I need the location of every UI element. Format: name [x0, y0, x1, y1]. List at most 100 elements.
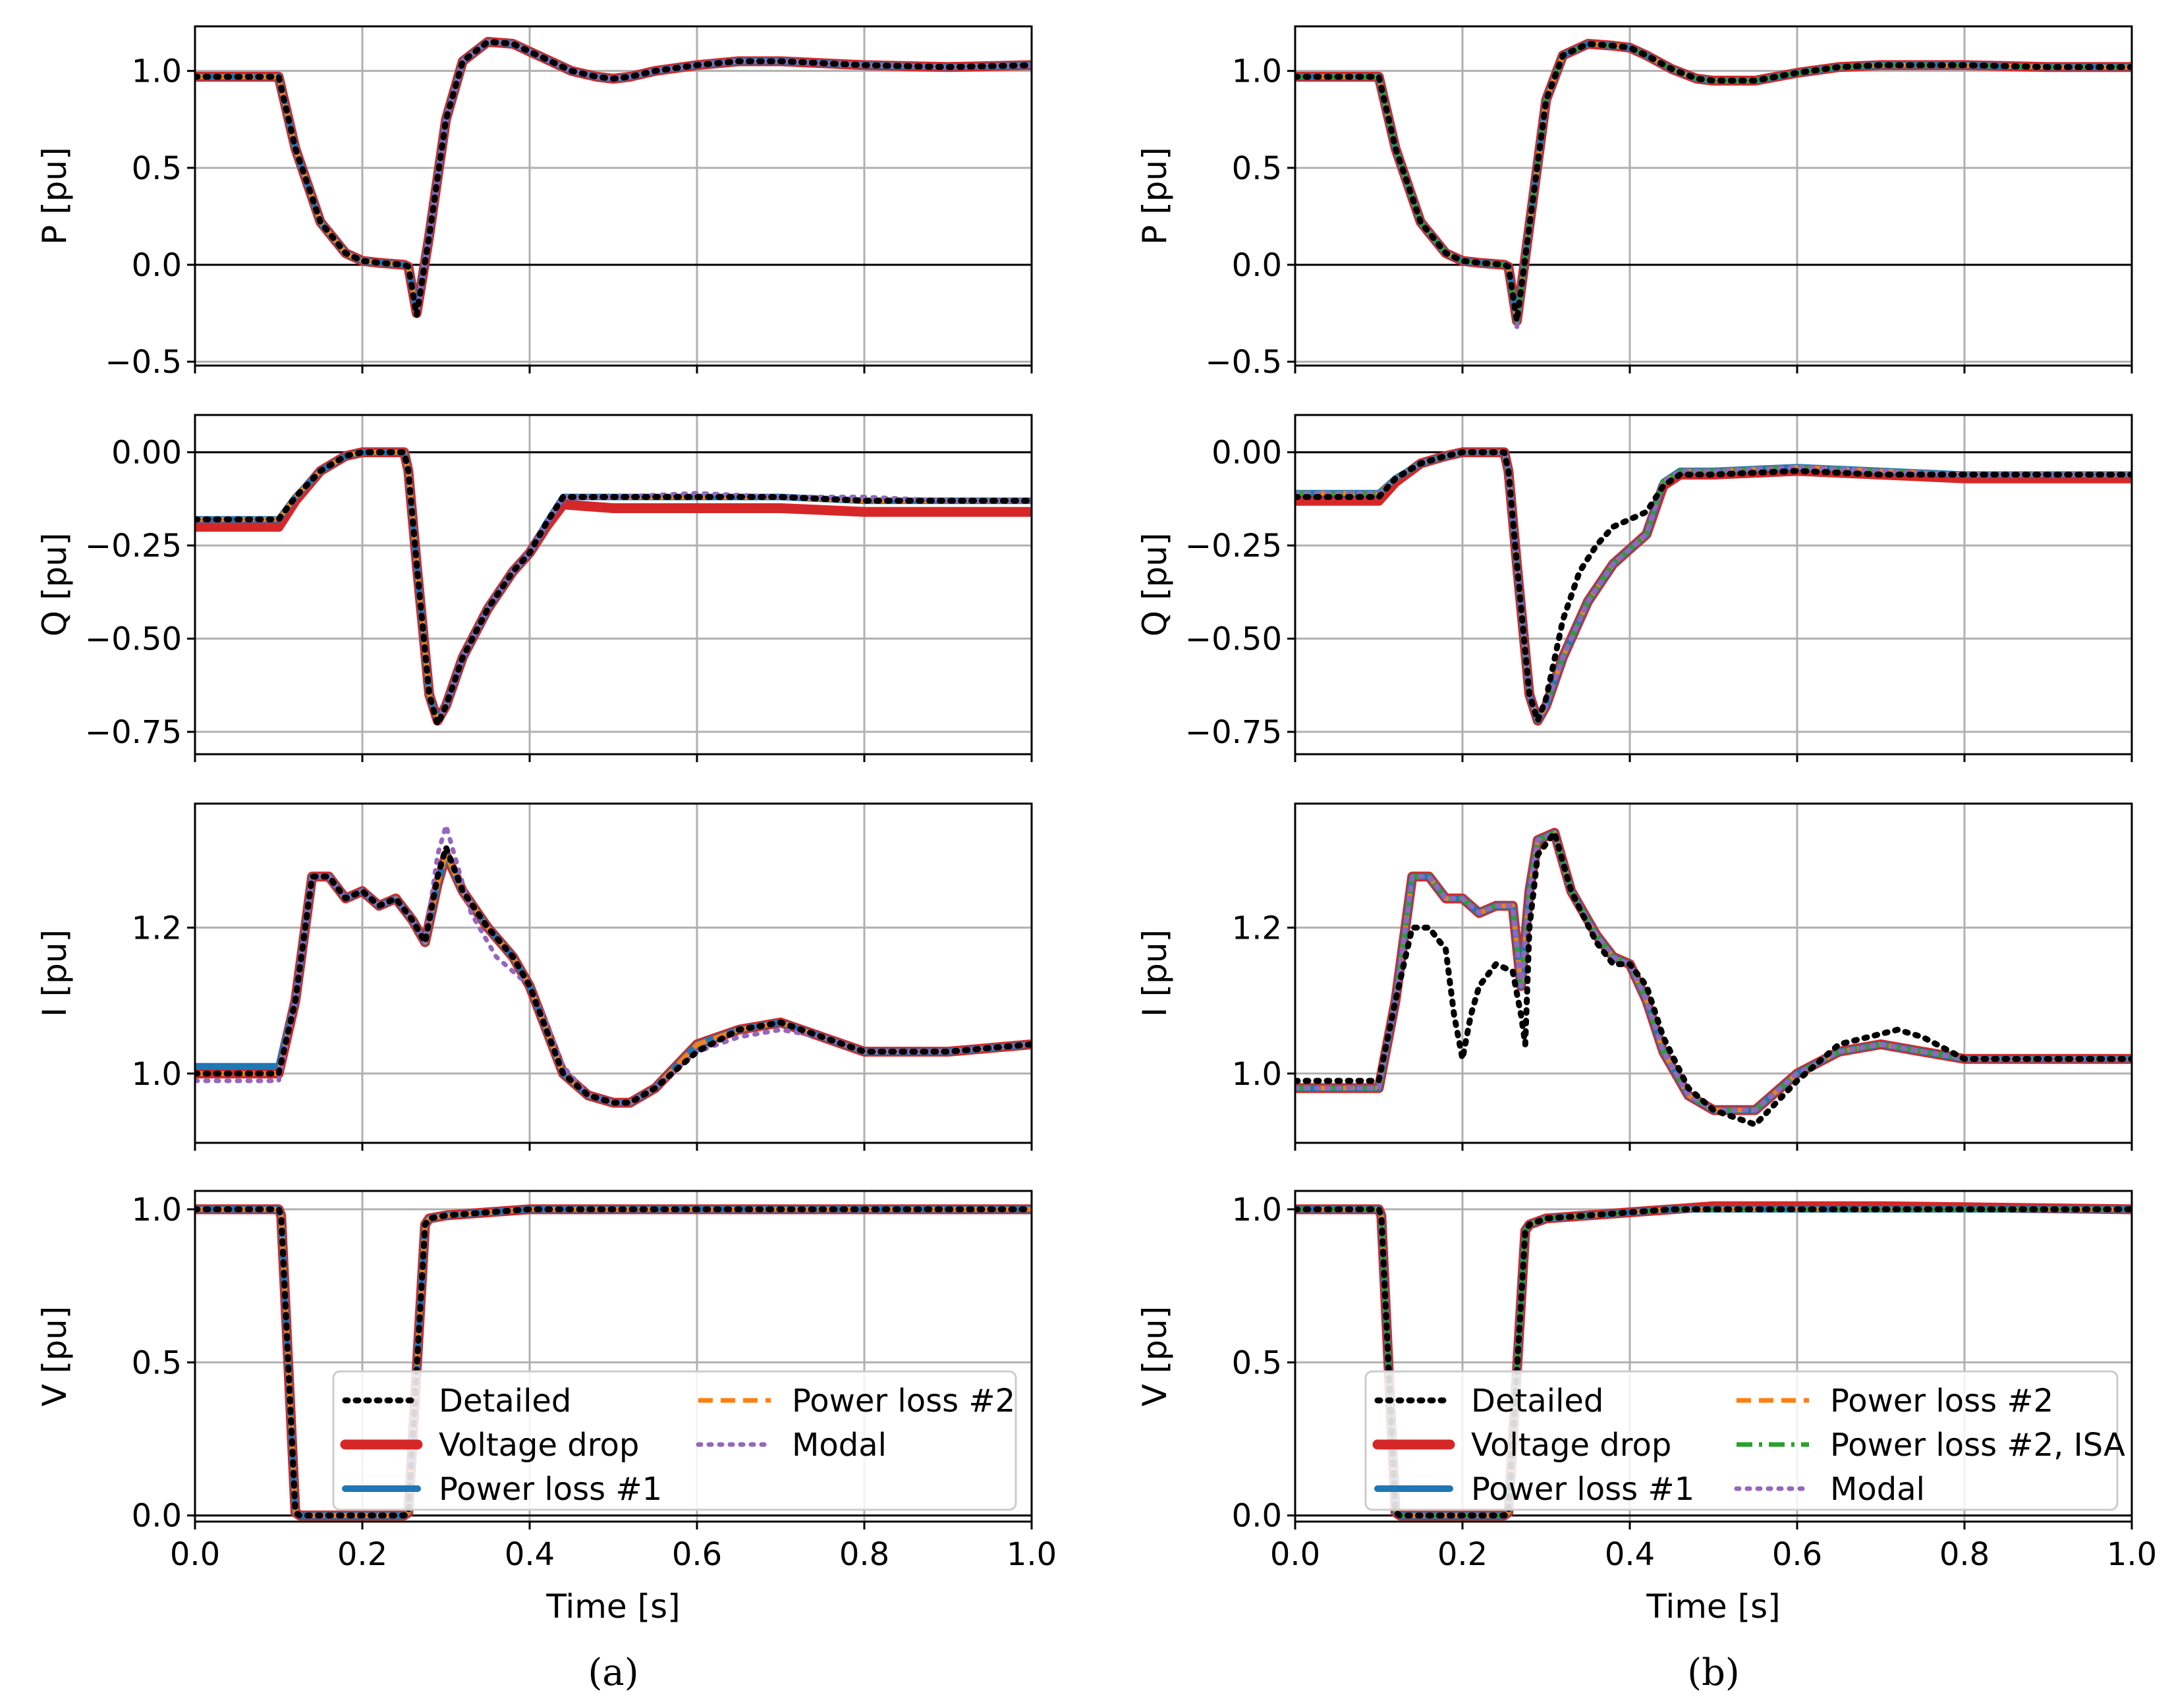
x-tick-label: 0.4 [1605, 1536, 1655, 1573]
y-tick-label: 0.5 [1232, 1344, 1282, 1381]
series-line-modal [1295, 450, 2132, 723]
y-tick-label: −0.75 [85, 714, 182, 751]
legend-label: Modal [1830, 1471, 1925, 1508]
y-axis-label: V [pu] [1136, 1306, 1174, 1407]
x-tick-label: 0.2 [1437, 1536, 1488, 1573]
axes-frame [194, 802, 1033, 1144]
series-group [1295, 39, 2132, 329]
legend-label: Power loss #2, ISA [1830, 1427, 2125, 1464]
series-group [195, 823, 1032, 1108]
y-tick-label: −0.25 [85, 528, 182, 565]
legend-label: Detailed [1471, 1383, 1603, 1419]
panel-b-i: 1.0 1.2 I [pu] [1136, 802, 2133, 1151]
x-tick-label: 0.4 [505, 1536, 555, 1573]
axes-frame [194, 25, 1033, 367]
y-tick-label: 1.2 [1232, 910, 1282, 947]
x-tick-label: 1.0 [2107, 1536, 2157, 1573]
y-tick-label: 1.0 [132, 1192, 182, 1228]
legend-label: Detailed [439, 1383, 571, 1419]
y-tick-label: 1.0 [1232, 53, 1282, 90]
y-tick-label: 0.0 [132, 1498, 182, 1535]
panel-a-p: −0.5 0.0 0.5 1.0 P [pu] [36, 25, 1033, 381]
y-tick-label: 0.00 [1211, 435, 1282, 472]
y-tick-label: 1.0 [1232, 1056, 1282, 1093]
series-line-detailed [1295, 1206, 2132, 1519]
y-axis-label: V [pu] [36, 1306, 74, 1407]
series-group [195, 447, 1032, 728]
series-line-detailed [195, 39, 1032, 318]
x-tick-label: 0.0 [1270, 1536, 1320, 1573]
x-axis-label: Time [s] [1646, 1587, 1780, 1626]
series-line-voltage-drop [195, 37, 1032, 318]
y-axis-label: P [pu] [1136, 147, 1174, 245]
y-tick-label: 0.00 [111, 435, 182, 472]
y-axis-label: Q [pu] [36, 533, 74, 637]
y-tick-label: 1.0 [132, 53, 182, 90]
axes-frame [1294, 414, 2133, 756]
y-tick-label: −0.5 [105, 344, 182, 381]
legend-label: Voltage drop [439, 1427, 639, 1464]
y-axis-label: I [pu] [1136, 929, 1174, 1017]
legend-label: Voltage drop [1471, 1427, 1671, 1464]
series-line-detailed [1295, 829, 2132, 1128]
series-line-power-loss-1 [195, 851, 1032, 1107]
x-tick-label: 0.8 [839, 1536, 889, 1573]
series-line-power-loss-2-isa [1295, 450, 2132, 723]
series-line-voltage-drop [1295, 447, 2132, 726]
subfigure-caption: (b) [1687, 1651, 1740, 1694]
x-tick-label: 0.6 [672, 1536, 722, 1573]
legend-box [332, 1370, 1017, 1511]
series-line-power-loss-2-isa [1295, 41, 2132, 325]
y-tick-label: 0.0 [132, 247, 182, 284]
series-line-detailed [195, 844, 1032, 1106]
y-tick-label: 0.5 [132, 1344, 182, 1381]
axes-frame [1294, 25, 2133, 367]
chart-a: −0.5 0.0 0.5 1.0 P [pu] −0.75 −0.50 −0.25 0.00 Q … [36, 25, 1057, 1694]
legend: Detailed Voltage drop Power loss #1 Power l… [332, 1370, 1017, 1511]
legend-label: Power loss #2 [1830, 1383, 2053, 1419]
series-line-detailed [195, 1206, 1032, 1519]
y-tick-label: −0.25 [1185, 528, 1282, 565]
legend-box [1364, 1370, 2119, 1511]
y-axis-label: P [pu] [36, 147, 74, 245]
series-line-detailed [1295, 41, 2132, 324]
subfigure-caption: (a) [588, 1651, 638, 1694]
series-line-power-loss-2 [195, 852, 1032, 1105]
series-line-modal [195, 823, 1032, 1105]
series-group [195, 1204, 1032, 1521]
x-tick-label: 0.2 [337, 1536, 387, 1573]
series-group [1295, 447, 2132, 726]
series-line-voltage-drop [195, 447, 1032, 726]
axes-frame [1294, 802, 2133, 1144]
series-line-voltage-drop [195, 850, 1032, 1108]
axes-frame [194, 414, 1033, 756]
y-tick-label: 1.0 [132, 1056, 182, 1093]
y-tick-label: −0.50 [1185, 621, 1282, 658]
series-line-power-loss-2 [1295, 450, 2132, 723]
y-tick-label: 1.2 [132, 910, 182, 947]
panel-a-v: 0.0 0.5 1.0 0.0 0.2 0.4 0.6 0.8 1.0 V [pu] [36, 1190, 1057, 1573]
panel-a-i: 1.0 1.2 I [pu] [36, 802, 1033, 1151]
series-line-power-loss-1 [1295, 449, 2132, 725]
series-line-modal [195, 450, 1032, 723]
series-group [1295, 1201, 2132, 1521]
series-line-modal [1295, 830, 2132, 1113]
legend-label: Power loss #2 [792, 1383, 1015, 1419]
x-tick-label: 0.6 [1772, 1536, 1822, 1573]
y-tick-label: −0.5 [1205, 344, 1282, 381]
y-tick-label: 0.5 [132, 150, 182, 187]
chart-b: −0.5 0.0 0.5 1.0 P [pu] −0.75 −0.50 −0.25 0.00 Q … [1136, 25, 2157, 1694]
legend-label: Power loss #1 [439, 1471, 662, 1508]
panel-b-q: −0.75 −0.50 −0.25 0.00 Q [pu] [1136, 414, 2133, 762]
x-tick-label: 0.8 [1939, 1536, 1989, 1573]
y-tick-label: −0.75 [1185, 714, 1282, 751]
panel-a-q: −0.75 −0.50 −0.25 0.00 Q [pu] [36, 414, 1033, 762]
y-tick-label: 1.0 [1232, 1192, 1282, 1228]
panel-b-p: −0.5 0.0 0.5 1.0 P [pu] [1136, 25, 2133, 381]
series-line-modal [1295, 41, 2132, 329]
series-line-power-loss-2 [195, 450, 1032, 723]
series-line-voltage-drop [1295, 39, 2132, 326]
series-group [195, 37, 1032, 318]
y-tick-label: 0.0 [1232, 247, 1282, 284]
